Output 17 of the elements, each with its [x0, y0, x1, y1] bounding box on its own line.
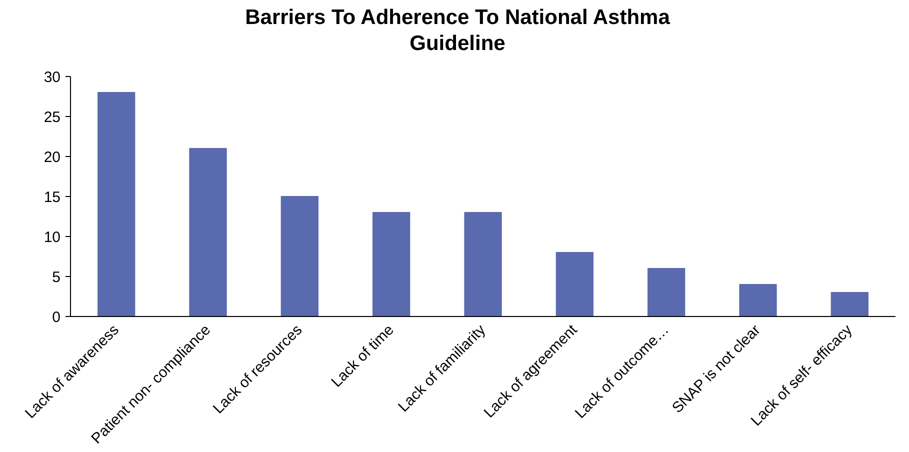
bar [830, 292, 868, 316]
chart-title: Barriers To Adherence To National Asthma Guideline [245, 5, 670, 57]
y-tick-label: 30 [44, 69, 61, 86]
y-tick-label: 10 [44, 229, 61, 246]
bar [556, 252, 594, 316]
bar [648, 268, 686, 316]
y-tick-label: 20 [44, 149, 61, 166]
bar [280, 196, 318, 316]
bar [98, 92, 136, 316]
bar [372, 212, 410, 316]
y-tick-label: 0 [52, 309, 60, 326]
bar [739, 284, 777, 316]
y-tick-label: 15 [44, 189, 61, 206]
y-tick-label: 5 [52, 269, 60, 286]
bar [189, 148, 227, 316]
bar [464, 212, 502, 316]
y-tick-label: 25 [44, 109, 61, 126]
